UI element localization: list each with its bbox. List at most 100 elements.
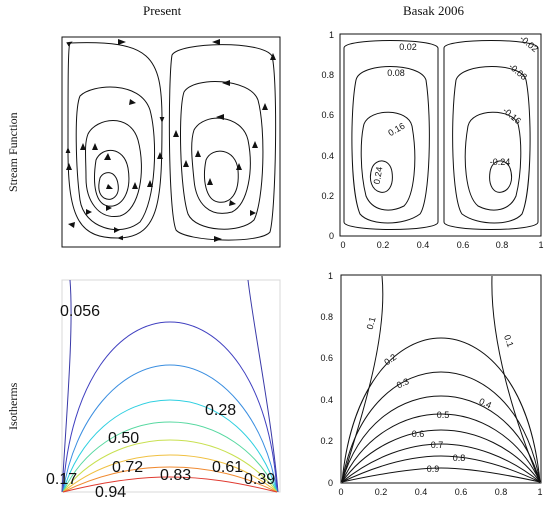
basak-isotherm-c9: [341, 467, 541, 483]
present-streamline-left-4: [94, 150, 130, 207]
basak-isotherm-label-group: 0.1 0.1 0.2 0.3 0.4 0.5 0.6 0.7 0.8 0.9: [365, 316, 516, 474]
basak-stream-contour-right-3: [464, 111, 522, 211]
y-tick-label: 0: [329, 231, 334, 241]
isotherms-row-label: Isotherms: [6, 382, 20, 430]
basak-stream-contour-left-1: [343, 40, 439, 230]
basak-stream-contour-right-4: [489, 160, 513, 193]
basak-isotherm-label: 0.1: [502, 333, 516, 348]
present-stream-arrowheads: [66, 39, 276, 242]
present-isotherm-label: 0.056: [60, 303, 100, 320]
x-tick-label: 0.2: [377, 240, 390, 250]
basak-isotherm-c7: [341, 443, 541, 483]
x-tick-label: 0.8: [495, 487, 508, 497]
present-isotherm-c1: [62, 321, 278, 493]
basak-stream-x-ticks: 0 0.2 0.4 0.6 0.8 1: [340, 240, 543, 250]
basak-isotherm-outer-right: [491, 275, 541, 483]
basak-isotherm-label: 0.6: [412, 429, 425, 439]
present-isotherm-label-group: 0.056 0.28 0.50 0.72 0.83 0.61 0.17 0.94…: [46, 303, 275, 501]
present-isotherm-label: 0.61: [212, 459, 243, 476]
y-tick-label: 0.6: [321, 110, 334, 120]
basak-isotherm-label: 0.5: [437, 410, 450, 420]
present-isotherm-c5: [62, 439, 278, 493]
x-tick-label: 0.6: [457, 240, 470, 250]
basak-isotherm-label: 0.9: [427, 464, 440, 474]
y-tick-label: 0.8: [321, 70, 334, 80]
basak-stream-label: 0.16: [386, 121, 406, 138]
basak-column-header: Basak 2006: [403, 3, 465, 18]
present-isotherm-c8: [62, 476, 278, 493]
basak-isotherm-label: 0.4: [477, 396, 493, 410]
y-tick-label: 0.4: [320, 395, 333, 405]
present-streamline-left-outer: [68, 42, 162, 238]
y-tick-label: 0.6: [320, 353, 333, 363]
x-tick-label: 0.4: [415, 487, 428, 497]
basak-isotherm-c5: [341, 413, 541, 483]
basak-stream-contour-left-2: [351, 66, 430, 224]
basak-isotherm-c8: [341, 455, 541, 483]
present-isotherm-label: 0.94: [95, 484, 126, 501]
x-tick-label: 0.4: [417, 240, 430, 250]
y-tick-label: 1: [328, 271, 333, 281]
present-isotherm-c7: [62, 466, 278, 493]
y-tick-label: 0.4: [321, 151, 334, 161]
present-isotherm-label: 0.83: [160, 467, 191, 484]
basak-stream-label-group: 0.02 0.08 0.16 0.24 -0.02 -0.08 -0.16 -0…: [372, 33, 540, 185]
basak-stream-label: -0.16: [501, 105, 523, 126]
basak-stream-contour-right-1: [443, 40, 539, 230]
basak-isotherm-x-ticks: 0 0.2 0.4 0.6 0.8 1: [338, 487, 542, 497]
basak-stream-contour-left-4: [369, 160, 393, 193]
present-column-header: Present: [143, 3, 182, 18]
basak-stream-label: -0.24: [490, 157, 511, 167]
present-isotherm-label: 0.39: [244, 471, 275, 488]
x-tick-label: 1: [538, 240, 543, 250]
present-streamline-right-outer: [168, 44, 277, 241]
present-isotherm-c2: [62, 364, 278, 493]
basak-stream-label: 0.24: [372, 166, 385, 185]
present-isotherm-label: 0.72: [112, 459, 143, 476]
present-isotherm-frame: [61, 279, 281, 493]
x-tick-label: 0.8: [496, 240, 509, 250]
present-streamline-left-3: [85, 120, 142, 217]
basak-isotherm-label: 0.2: [382, 352, 398, 367]
y-tick-label: 0: [328, 478, 333, 488]
present-isotherm-label: 0.28: [205, 402, 236, 419]
basak-stream-label: -0.08: [507, 61, 529, 82]
x-tick-label: 0.2: [375, 487, 388, 497]
basak-stream-contour-right-2: [452, 66, 531, 224]
basak-isotherm-c2: [341, 337, 541, 483]
basak-isotherm-label: 0.1: [365, 316, 378, 331]
x-tick-label: 0: [340, 240, 345, 250]
y-tick-label: 0.8: [320, 312, 333, 322]
present-isotherm-outer-right: [247, 279, 279, 493]
present-streamline-left-5: [98, 172, 119, 200]
basak-stream-label: 0.02: [399, 42, 417, 52]
basak-isotherm-label: 0.7: [431, 440, 444, 450]
present-streamline-right-2: [180, 81, 264, 230]
basak-isotherm-c4: [341, 395, 541, 483]
basak-isotherm-label: 0.8: [453, 453, 466, 463]
present-isotherm-outer-left: [61, 279, 72, 493]
x-tick-label: 0.6: [455, 487, 468, 497]
basak-isotherm-frame: [340, 274, 542, 484]
x-tick-label: 0: [338, 487, 343, 497]
present-isotherm-c4: [62, 421, 278, 493]
basak-isotherm-y-ticks: 0 0.2 0.4 0.6 0.8 1: [320, 271, 333, 488]
present-isotherm-label: 0.17: [46, 471, 77, 488]
basak-isotherm-c3: [341, 371, 541, 483]
basak-isotherm-outer-left: [341, 275, 384, 483]
present-streamline-right-3: [191, 117, 251, 214]
basak-stream-y-ticks: 0 0.2 0.4 0.6 0.8 1: [321, 30, 334, 241]
basak-stream-label: -0.02: [518, 33, 540, 54]
stream-function-row-label: Stream Function: [6, 112, 20, 192]
present-streamline-left-2: [75, 86, 156, 231]
basak-stream-contour-left-3: [360, 111, 416, 211]
y-tick-label: 0.2: [320, 436, 333, 446]
present-isotherm-label: 0.50: [108, 430, 139, 447]
x-tick-label: 1: [537, 487, 542, 497]
present-isotherm-c6: [62, 454, 278, 493]
basak-isotherm-label: 0.3: [395, 376, 411, 390]
